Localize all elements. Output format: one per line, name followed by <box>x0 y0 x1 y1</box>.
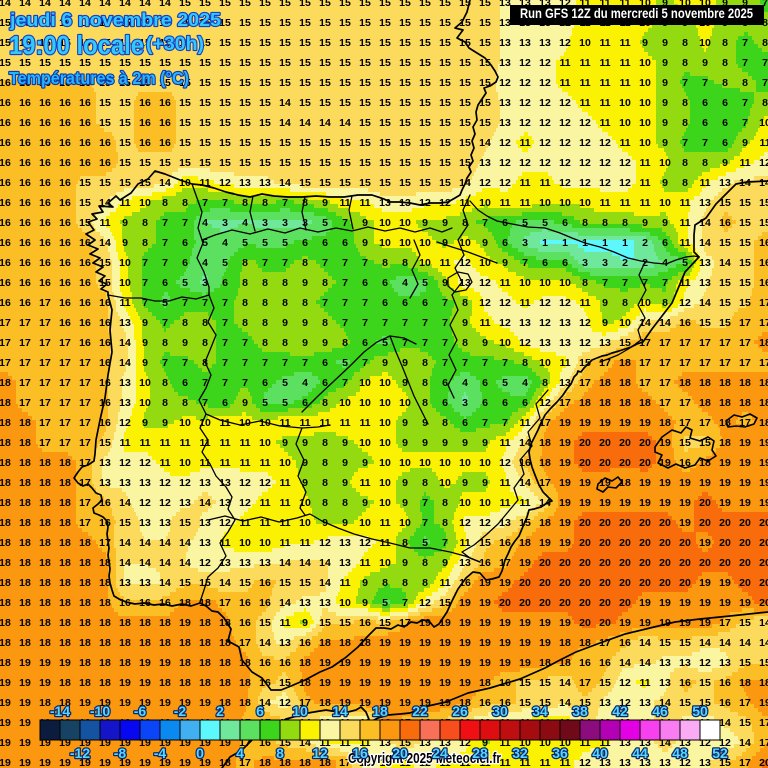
svg-text:Copyright 2025 Meteociel.fr: Copyright 2025 Meteociel.fr <box>348 750 501 767</box>
svg-text:50: 50 <box>692 703 708 719</box>
svg-text:-8: -8 <box>114 745 127 761</box>
svg-text:-14: -14 <box>50 703 70 719</box>
svg-text:12: 12 <box>312 745 328 761</box>
svg-text:34: 34 <box>532 703 548 719</box>
svg-text:52: 52 <box>712 745 728 761</box>
svg-text:(+30h): (+30h) <box>146 33 204 55</box>
svg-text:36: 36 <box>552 745 568 761</box>
svg-text:-4: -4 <box>154 745 167 761</box>
svg-text:18: 18 <box>372 703 388 719</box>
svg-text:2: 2 <box>216 703 224 719</box>
svg-text:48: 48 <box>672 745 688 761</box>
svg-text:8: 8 <box>276 745 284 761</box>
svg-text:28: 28 <box>472 745 488 761</box>
svg-text:4: 4 <box>236 745 244 761</box>
svg-text:40: 40 <box>592 745 608 761</box>
svg-text:32: 32 <box>512 745 528 761</box>
svg-text:-10: -10 <box>90 703 110 719</box>
svg-text:22: 22 <box>412 703 428 719</box>
svg-text:14: 14 <box>332 703 348 719</box>
svg-text:6: 6 <box>256 703 264 719</box>
svg-text:44: 44 <box>632 745 648 761</box>
svg-text:46: 46 <box>652 703 668 719</box>
svg-text:42: 42 <box>612 703 628 719</box>
svg-text:jeudi 6 novembre 2025: jeudi 6 novembre 2025 <box>9 10 221 30</box>
svg-text:30: 30 <box>492 703 508 719</box>
svg-text:-6: -6 <box>134 703 147 719</box>
svg-text:20: 20 <box>392 745 408 761</box>
svg-text:Températures à 2m (°C): Températures à 2m (°C) <box>9 68 189 88</box>
svg-text:Run GFS 12Z du mercredi 5 nove: Run GFS 12Z du mercredi 5 novembre 2025 <box>520 5 753 21</box>
svg-text:-2: -2 <box>174 703 187 719</box>
svg-text:26: 26 <box>452 703 468 719</box>
svg-text:19:00 locale: 19:00 locale <box>9 32 144 60</box>
svg-text:38: 38 <box>572 703 588 719</box>
svg-text:-12: -12 <box>70 745 90 761</box>
svg-text:16: 16 <box>352 745 368 761</box>
svg-text:10: 10 <box>292 703 308 719</box>
svg-text:24: 24 <box>432 745 448 761</box>
svg-text:0: 0 <box>196 745 204 761</box>
